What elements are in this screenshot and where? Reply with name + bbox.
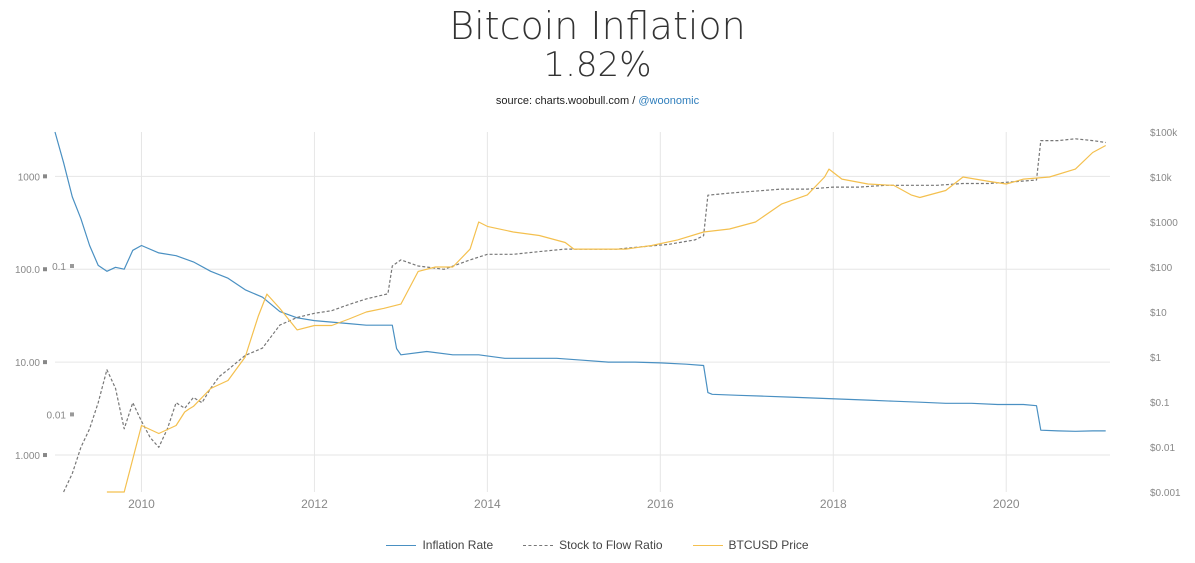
y-left-tick-label: 1.000	[15, 451, 40, 462]
legend-item-price[interactable]: BTCUSD Price	[692, 538, 809, 552]
s2f-tick-mark	[70, 412, 74, 417]
y-right-tick-label: $0.1	[1150, 398, 1170, 409]
y-s2f-tick-label: 0.01	[47, 410, 67, 421]
legend-swatch-inflation	[386, 544, 417, 546]
x-tick-label: 2012	[301, 497, 328, 511]
y-s2f-tick-label: 0.1	[52, 262, 66, 273]
source-link[interactable]: @woonomic	[638, 95, 700, 107]
inflation-rate-line	[54, 131, 1106, 432]
chart-title: Bitcoin Inflation	[449, 4, 746, 48]
x-tick-label: 2018	[820, 497, 847, 511]
grid	[55, 132, 1110, 492]
legend-label-s2f: Stock to Flow Ratio	[559, 538, 663, 552]
y-right-tick-label: $1	[1150, 353, 1162, 364]
x-tick-label: 2010	[128, 497, 155, 511]
y-right-tick-label: $0.01	[1150, 443, 1175, 454]
source-line: source: charts.woobull.com / @woonomic	[0, 95, 1195, 107]
legend-label-inflation: Inflation Rate	[422, 538, 494, 552]
y-left-tick-mark	[43, 174, 47, 179]
x-tick-label: 2014	[474, 497, 501, 511]
y-right-tick-label: $100	[1150, 263, 1173, 274]
y-right-tick-label: $100k	[1150, 128, 1178, 139]
y-left-tick-mark	[43, 453, 47, 458]
chart-subtitle-value: 1.82%	[543, 45, 652, 85]
legend-swatch-price	[692, 544, 723, 546]
y-left-tick-label: 1000	[18, 172, 41, 183]
legend-label-price: BTCUSD Price	[728, 538, 809, 552]
stock-to-flow-line	[63, 138, 1106, 493]
series-lines	[54, 131, 1106, 493]
y-left-tick-mark	[43, 267, 47, 272]
axis-ticks: 2010 2012 2014 2016 2018 2020 1000 100.0 10.00 1.…	[15, 128, 1181, 511]
y-right-tick-label: $0.001	[1150, 488, 1181, 499]
s2f-tick-mark	[70, 264, 74, 269]
source-text: source: charts.woobull.com /	[495, 95, 639, 107]
y-left-tick-mark	[43, 360, 47, 365]
y-left-tick-label: 100.0	[15, 265, 40, 276]
y-right-tick-label: $1000	[1150, 218, 1178, 229]
y-right-tick-label: $10	[1150, 308, 1167, 319]
btcusd-price-line	[106, 144, 1106, 493]
legend: Inflation Rate Stock to Flow Ratio BTCUS…	[0, 538, 1195, 552]
y-right-tick-label: $10k	[1150, 173, 1173, 184]
y-left-tick-label: 10.00	[15, 358, 40, 369]
x-tick-label: 2016	[647, 497, 674, 511]
x-tick-label: 2020	[993, 497, 1020, 511]
legend-item-inflation[interactable]: Inflation Rate	[386, 538, 493, 552]
legend-item-s2f[interactable]: Stock to Flow Ratio	[523, 538, 663, 552]
legend-swatch-s2f	[523, 544, 554, 546]
